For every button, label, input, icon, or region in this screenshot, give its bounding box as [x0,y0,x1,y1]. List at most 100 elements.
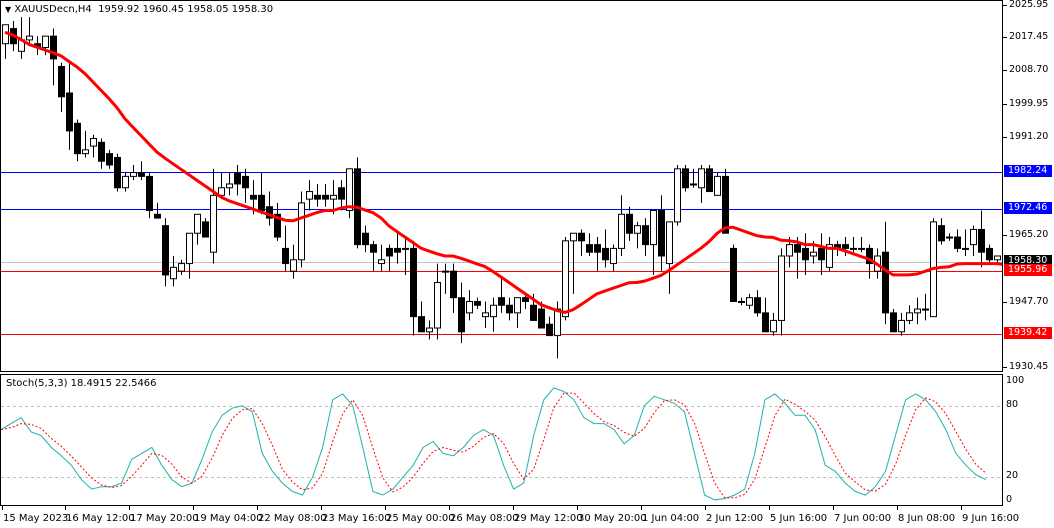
stochastic-pane[interactable]: Stoch(5,3,3) 18.4915 22.5466 [0,374,1003,506]
candle [666,221,673,294]
candle [954,229,961,253]
candle [970,225,977,256]
time-tick-mark [193,506,194,510]
candle [746,293,753,310]
candle [562,237,569,321]
stochastic-title: Stoch(5,3,3) 18.4915 22.5466 [6,378,157,389]
candle [586,233,593,256]
candle [506,297,513,321]
price-axis[interactable]: 2025.95 2017.45 2008.70 1999.95 1991.20 1965.… [1003,0,1054,372]
price-tick-mark [1003,37,1007,39]
collapse-triangle-icon[interactable]: ▼ [5,5,12,14]
candle [90,134,97,158]
time-tick-label: 16 May 12:00 [66,513,135,524]
candle [866,244,873,279]
candle [938,218,945,245]
candle [346,168,353,219]
candle [266,191,273,226]
candle [154,202,161,219]
candle [578,229,585,256]
candle [130,165,137,181]
candle [706,165,713,193]
price-tick-mark [1003,367,1007,368]
candle [754,290,761,317]
candle [794,237,801,279]
candle [210,168,217,264]
price-tick-label: 1965.20 [1009,229,1049,241]
time-tick-mark [641,506,642,510]
support-price-tag: 1955.96 [1004,264,1052,277]
candle [186,232,193,279]
candle [882,221,889,325]
candle [258,172,265,215]
stoch-level-label: 80 [1006,398,1019,410]
candle [402,237,409,275]
price-chart-pane[interactable]: ▼ XAUUSDecn,H4 1959.92 1960.45 1958.05 1… [0,0,1003,372]
time-tick-mark [2,506,3,510]
candle [202,218,209,238]
candle [738,297,745,306]
candle [234,165,241,196]
candle [906,305,913,325]
candle [722,168,729,234]
stoch-level-label: 0 [1006,494,1013,505]
candle [386,244,393,272]
ohlc-values: 1959.92 1960.45 1958.05 1958.30 [98,4,274,15]
candle [162,218,169,287]
time-axis[interactable]: 15 May 2023 16 May 12:00 17 May 20:00 19 Ma… [0,506,1054,528]
candle [314,183,321,207]
candle [594,237,601,272]
price-tick-label: 1999.95 [1009,97,1049,109]
candle [146,172,153,219]
stoch-level-label: 20 [1006,470,1019,482]
candle [842,237,849,256]
candle [658,195,665,272]
candle [362,225,369,253]
candle [466,290,473,321]
price-tick-mark [1003,70,1007,72]
time-tick-mark [577,506,578,510]
candle [714,172,721,196]
candlestick-plot [1,17,1002,359]
time-tick-mark [961,506,962,510]
stochastic-axis[interactable]: 100 80 20 0 [1003,374,1054,506]
moving-average-line [4,30,1002,314]
candle [490,297,497,332]
candle [98,138,105,169]
candle [730,244,737,302]
stoch-main-line [1,387,987,501]
candle [650,210,657,275]
time-tick-label: 19 May 04:00 [194,513,263,524]
time-tick-mark [321,506,322,510]
candle [242,168,249,203]
candle [546,316,553,337]
price-tick-label: 2008.70 [1009,64,1049,76]
time-tick-label: 26 May 08:00 [450,513,519,524]
candle [322,183,329,207]
candle [482,301,489,329]
candle [946,233,953,241]
candle [114,153,121,192]
candle [634,221,641,249]
time-tick-mark [65,506,66,510]
candle [818,233,825,275]
candle [802,233,809,275]
candle [642,218,649,256]
price-tick-mark [1003,103,1007,105]
time-tick-mark [449,506,450,510]
candle [674,165,681,226]
time-tick-mark [833,506,834,510]
candle [858,237,865,253]
candle [74,119,81,162]
time-tick-mark [385,506,386,510]
candle [778,248,785,336]
candle [618,195,625,256]
candle [826,237,833,272]
candle [82,130,89,158]
candle [26,17,33,44]
resistance-price-tag: 1972.46 [1004,201,1052,214]
time-tick-mark [513,506,514,510]
price-tick-label: 1991.20 [1009,130,1049,142]
price-tick-mark [1003,301,1007,303]
time-tick-mark [897,506,898,510]
